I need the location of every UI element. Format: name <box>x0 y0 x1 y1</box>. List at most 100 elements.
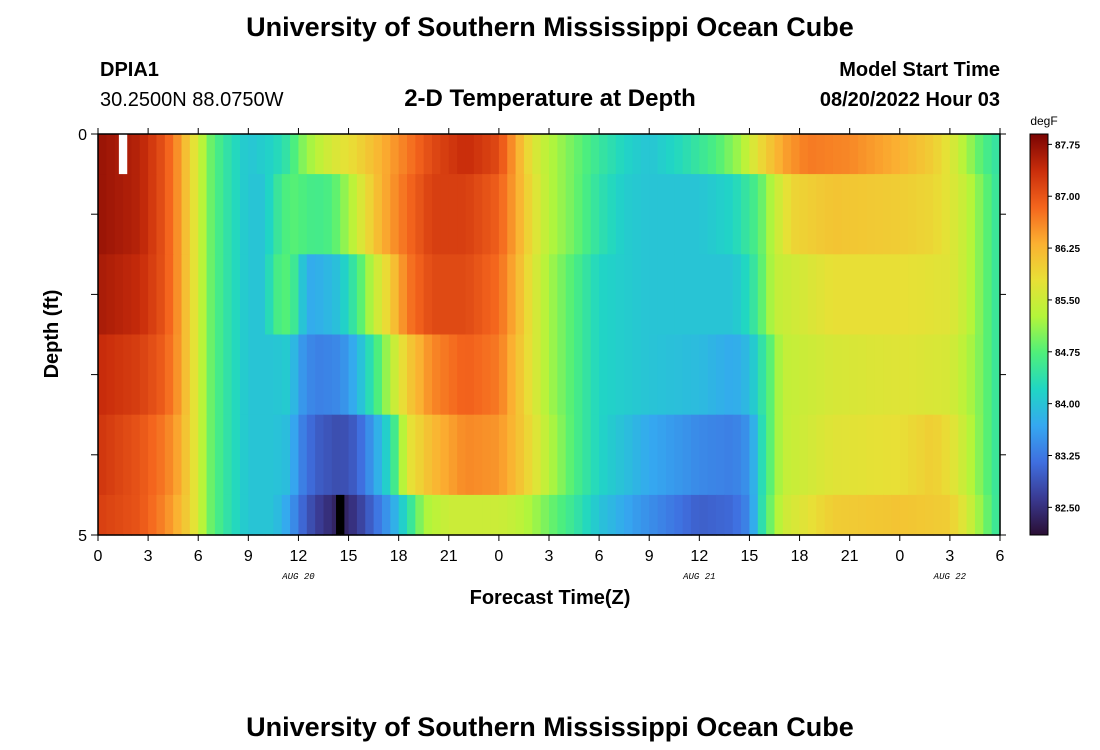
heatmap-cell <box>624 134 634 175</box>
heatmap-cell <box>482 254 492 336</box>
x-tick-label: 18 <box>791 548 809 565</box>
heatmap-cell <box>106 174 116 255</box>
heatmap-cell <box>549 414 558 496</box>
heatmap-cell <box>991 174 1001 255</box>
x-tick-label: 21 <box>841 548 859 565</box>
heatmap-cell <box>716 254 725 336</box>
heatmap-cell <box>749 494 759 536</box>
colorbar-tick-label: 84.00 <box>1055 400 1080 411</box>
heatmap-cell <box>557 254 567 336</box>
heatmap-cell <box>198 174 208 255</box>
heatmap-cell <box>423 254 433 336</box>
heatmap-cell <box>315 334 325 416</box>
heatmap-missing-cell <box>118 134 128 175</box>
heatmap-cell <box>189 254 199 336</box>
heatmap-cell <box>214 134 224 175</box>
heatmap-cell <box>515 134 525 175</box>
heatmap-cell <box>565 494 575 536</box>
heatmap-cell <box>908 134 918 175</box>
heatmap-cell <box>407 134 416 175</box>
heatmap-cell <box>156 414 166 496</box>
heatmap-cell <box>849 334 859 416</box>
heatmap-cell <box>432 494 442 536</box>
heatmap-cell <box>707 134 717 175</box>
heatmap-cell <box>899 254 909 336</box>
heatmap-cell <box>239 334 249 416</box>
heatmap-cell <box>206 134 216 175</box>
heatmap-cell <box>482 334 492 416</box>
heatmap-cell <box>674 334 684 416</box>
heatmap-cell <box>690 134 700 175</box>
heatmap-cell <box>908 494 918 536</box>
heatmap-cell <box>699 334 709 416</box>
heatmap-cell <box>106 414 116 496</box>
heatmap-cell <box>574 414 584 496</box>
heatmap-cell <box>490 414 500 496</box>
heatmap-cell <box>448 494 458 536</box>
heatmap-cell <box>214 254 224 336</box>
heatmap-cell <box>682 134 692 175</box>
heatmap-cell <box>331 334 341 416</box>
heatmap-cell <box>924 174 934 255</box>
heatmap-cell <box>440 254 450 336</box>
heatmap-cell <box>356 134 366 175</box>
heatmap-cell <box>933 414 943 496</box>
heatmap-cell <box>248 254 258 336</box>
heatmap-cell <box>423 334 433 416</box>
heatmap-cell <box>457 174 467 255</box>
heatmap-cell <box>958 174 968 255</box>
heatmap-cell <box>156 494 166 536</box>
heatmap-cell <box>498 494 508 536</box>
heatmap-cell <box>407 174 416 255</box>
heatmap-cell <box>315 254 325 336</box>
x-axis-title: Forecast Time(Z) <box>470 587 631 609</box>
heatmap-cell <box>924 334 934 416</box>
heatmap-cell <box>356 334 366 416</box>
heatmap-cell <box>866 414 876 496</box>
heatmap-cell <box>523 254 533 336</box>
heatmap-cell <box>574 334 584 416</box>
colorbar-tick-label: 84.75 <box>1055 348 1080 359</box>
heatmap-cell <box>532 174 542 255</box>
heatmap-cell <box>515 494 525 536</box>
heatmap-cell <box>381 174 391 255</box>
heatmap-cell <box>941 334 951 416</box>
heatmap-cell <box>674 254 684 336</box>
heatmap-cell <box>774 174 784 255</box>
heatmap-cell <box>457 494 467 536</box>
heatmap-cell <box>356 414 366 496</box>
heatmap-cell <box>624 334 634 416</box>
heatmap-cell <box>106 254 116 336</box>
heatmap-cell <box>423 134 433 175</box>
heatmap-cell <box>532 334 542 416</box>
heatmap-cell <box>415 174 425 255</box>
heatmap-cell <box>290 174 300 255</box>
heatmap-cell <box>114 334 124 416</box>
heatmap-cell <box>866 334 876 416</box>
heatmap-cell <box>624 414 634 496</box>
heatmap-cell <box>381 254 391 336</box>
heatmap-cell <box>189 414 199 496</box>
footer-title: University of Southern Mississippi Ocean… <box>246 712 854 742</box>
heatmap-cell <box>983 334 993 416</box>
heatmap-cell <box>741 134 751 175</box>
heatmap-cell <box>198 334 208 416</box>
heatmap-cell <box>98 494 107 536</box>
heatmap-cell <box>983 174 993 255</box>
heatmap-cell <box>640 254 650 336</box>
heatmap-cell <box>716 174 725 255</box>
heatmap-cell <box>582 254 592 336</box>
heatmap-cell <box>440 134 450 175</box>
heatmap-cell <box>498 414 508 496</box>
heatmap-cell <box>749 134 759 175</box>
heatmap-cell <box>707 414 717 496</box>
heatmap-cell <box>674 414 684 496</box>
heatmap-cell <box>574 494 584 536</box>
heatmap-cell <box>908 414 918 496</box>
heatmap-cell <box>858 254 867 336</box>
heatmap-cell <box>774 414 784 496</box>
heatmap-cell <box>139 134 149 175</box>
heatmap-cell <box>949 254 959 336</box>
heatmap-cell <box>791 334 801 416</box>
